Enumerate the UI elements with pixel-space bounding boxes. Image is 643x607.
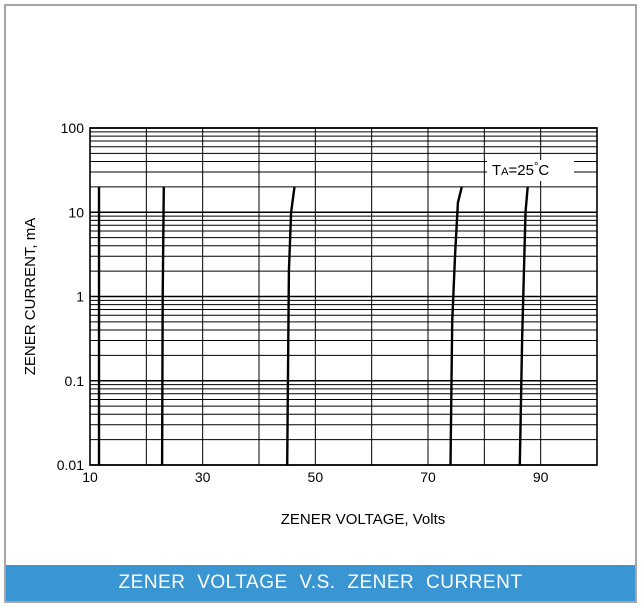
x-tick-label: 30 [195, 469, 211, 485]
tick-labels: 10 30 50 70 90 0.01 0.1 1 10 100 [57, 120, 549, 485]
chart-plot: 10 30 50 70 90 0.01 0.1 1 10 100 ZENER CURRENT, m… [22, 120, 598, 528]
annotation-degree: ° [534, 161, 538, 173]
temperature-annotation: TA=25°C [487, 160, 574, 181]
zener-curve-4 [449, 186, 463, 466]
curves [97, 186, 529, 466]
svg-text:TA=25°C: TA=25°C [492, 161, 549, 179]
y-tick-label: 100 [61, 120, 85, 136]
y-tick-label: 0.1 [65, 373, 85, 389]
chart-frame: 10 30 50 70 90 0.01 0.1 1 10 100 ZENER CURRENT, m… [4, 4, 637, 603]
zener-curve-3 [286, 186, 296, 466]
zener-curve-5 [518, 186, 529, 466]
annotation-prefix: T [492, 162, 501, 179]
y-tick-label: 10 [68, 204, 84, 220]
plot-border [89, 127, 598, 466]
y-tick-label: 1 [76, 289, 84, 305]
zener-curve-2 [160, 186, 165, 466]
annotation-subscript: A [501, 166, 509, 178]
grid [89, 127, 598, 466]
x-axis-label: ZENER VOLTAGE, Volts [281, 511, 446, 528]
annotation-value: =25 [509, 162, 534, 179]
chart-caption: ZENER VOLTAGE V.S. ZENER CURRENT [118, 572, 523, 593]
x-tick-label: 90 [533, 469, 549, 485]
y-tick-label: 0.01 [57, 457, 84, 473]
annotation-unit: C [538, 162, 549, 179]
x-tick-label: 50 [308, 469, 324, 485]
x-tick-label: 10 [82, 469, 98, 485]
caption-bar: ZENER VOLTAGE V.S. ZENER CURRENT [6, 565, 635, 601]
y-axis-label: ZENER CURRENT, mA [22, 218, 39, 376]
x-tick-label: 70 [420, 469, 436, 485]
